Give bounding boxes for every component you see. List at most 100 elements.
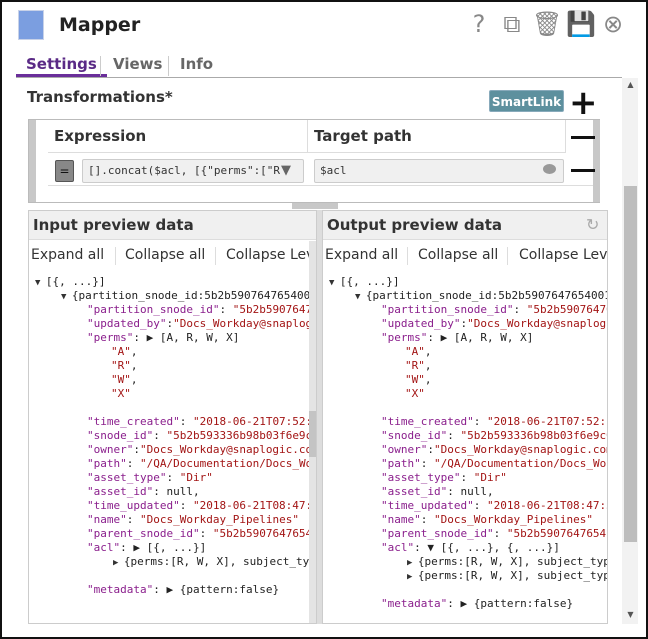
collapse-all-link[interactable]: Collapse all: [418, 247, 499, 263]
expand-arrow-icon[interactable]: ▶: [113, 558, 124, 568]
export-icon[interactable]: ⧉: [503, 10, 521, 38]
json-key: "acl": [87, 541, 121, 554]
json-string: "Docs_Workday@snaplogic.com": [139, 443, 317, 456]
collapse-arrow-icon[interactable]: ▼: [35, 278, 46, 288]
json-key: "time_created": [87, 415, 180, 428]
table-scroll-gutter: [29, 120, 36, 202]
json-text: :: [166, 317, 174, 330]
json-text: :: [126, 457, 140, 470]
json-string: "Docs_Workday@snaplogic: [467, 317, 608, 330]
expression-header: Expression: [48, 120, 308, 153]
json-text: : ▶ [A, R, W, X]: [133, 331, 240, 344]
json-string: "W": [111, 373, 131, 386]
tree-line: ▼ [{, ...}]: [329, 275, 399, 289]
tree-line: "asset_id": null,: [381, 485, 494, 499]
json-key: "time_updated": [87, 499, 180, 512]
help-icon[interactable]: ?: [472, 10, 486, 38]
divider: [215, 247, 216, 265]
json-key: "updated_by": [87, 317, 167, 330]
json-key: "asset_type": [381, 471, 461, 484]
tree-line: ▼ [{, ...}]: [35, 275, 105, 289]
comment-icon[interactable]: [543, 164, 556, 174]
json-text: :: [420, 457, 434, 470]
save-icon[interactable]: 💾: [566, 10, 596, 38]
collapse-level-link[interactable]: Collapse Lev: [226, 247, 315, 263]
json-string: "Docs_Workday_Pipelines": [140, 513, 299, 526]
dropdown-arrow-icon[interactable]: ▼: [281, 163, 291, 178]
tab-settings[interactable]: Settings: [16, 55, 107, 77]
panel-splitter[interactable]: [317, 210, 322, 624]
json-text: :: [133, 443, 140, 456]
tree-line: "asset_id": null,: [87, 485, 200, 499]
json-string: "Docs_Workday@snaplogic: [173, 317, 317, 330]
json-text: :: [219, 303, 233, 316]
tree-line: "perms": ▶ [A, R, W, X]: [381, 331, 533, 345]
trash-icon[interactable]: 🗑: [532, 10, 563, 38]
json-string: "A": [405, 345, 425, 358]
scroll-down-icon[interactable]: ▼: [627, 610, 634, 619]
json-text: [{, ...}]: [339, 275, 400, 288]
tree-line: "X": [405, 387, 425, 401]
add-row-icon[interactable]: +: [569, 83, 598, 123]
tree-line: ▶ {perms:[R, W, X], subject_type: [407, 555, 608, 569]
json-string: "Docs_Workday_Pipelines": [434, 513, 593, 526]
tab-views[interactable]: Views: [113, 55, 163, 73]
json-string: "Docs_Workday@snaplogic.com": [433, 443, 608, 456]
json-key: "path": [381, 457, 421, 470]
expand-all-link[interactable]: Expand all: [31, 247, 105, 263]
main-scrollbar-thumb[interactable]: [624, 186, 637, 542]
json-key: "metadata": [381, 597, 448, 610]
collapse-level-link[interactable]: Collapse Lev: [519, 247, 608, 263]
expand-arrow-icon[interactable]: ▶: [407, 572, 418, 582]
json-text: :: [473, 499, 487, 512]
json-text: [{, ...}]: [45, 275, 106, 288]
collapse-arrow-icon[interactable]: ▼: [61, 292, 72, 302]
json-string: "5b2b5907647654: [526, 303, 607, 316]
snap-icon: [18, 10, 44, 40]
json-text: {perms:[R, W, X], subject_type: [417, 555, 608, 568]
tree-line: "metadata": ▶ {pattern:false}: [381, 597, 573, 611]
json-text: :: [126, 513, 140, 526]
tree-line: "snode_id": "5b2b593336b98b03f6e9c0: [381, 429, 607, 443]
splitter-handle[interactable]: [292, 203, 338, 209]
json-key: "owner": [381, 443, 428, 456]
json-text: : null,: [153, 485, 200, 498]
tree-line: "path": "/QA/Documentation/Docs_Workday: [87, 457, 317, 471]
collapse-arrow-icon[interactable]: ▼: [329, 278, 340, 288]
tree-line: "R",: [111, 359, 138, 373]
remove-all-icon[interactable]: [571, 136, 595, 139]
json-text: :: [513, 303, 527, 316]
json-key: "asset_id": [381, 485, 448, 498]
expression-input[interactable]: [].concat($acl, [{"perms":["R: [82, 159, 304, 183]
smartlink-button[interactable]: SmartLink: [489, 90, 564, 112]
remove-row-icon[interactable]: [571, 169, 595, 172]
json-text: :: [420, 513, 434, 526]
expand-arrow-icon[interactable]: ▶: [407, 558, 418, 568]
json-text: :: [493, 527, 507, 540]
input-preview-title: Input preview data: [29, 211, 316, 240]
json-text: {perms:[R, W, X], subject_type: [123, 555, 317, 568]
json-key: "snode_id": [87, 429, 154, 442]
collapse-arrow-icon[interactable]: ▼: [355, 292, 366, 302]
expand-all-link[interactable]: Expand all: [325, 247, 399, 263]
tree-line: "time_created": "2018-06-21T07:52:1: [381, 415, 607, 429]
json-text: {partition_snode_id:5b2b5907647654001: [71, 289, 317, 302]
json-text: : ▶ {pattern:false}: [153, 583, 280, 596]
tab-info[interactable]: Info: [180, 55, 214, 73]
tree-line: "acl": ▼ [{, ...}, {, ...}]: [381, 541, 560, 555]
transformations-label: Transformations*: [27, 88, 173, 106]
tab-bar: Settings Views Info: [16, 54, 622, 78]
tree-line: "W",: [111, 373, 138, 387]
target-path-input[interactable]: $acl: [314, 159, 564, 183]
input-scrollbar-thumb[interactable]: [309, 411, 316, 457]
json-string: "/QA/Documentation/Docs_Workday: [140, 457, 317, 470]
collapse-all-link[interactable]: Collapse all: [125, 247, 206, 263]
refresh-icon[interactable]: ↻: [586, 215, 600, 234]
close-icon[interactable]: ⊗: [602, 10, 624, 38]
json-string: "R": [405, 359, 425, 372]
expression-toggle-button[interactable]: =: [55, 160, 74, 182]
json-key: "time_updated": [381, 499, 474, 512]
json-string: "W": [405, 373, 425, 386]
scroll-up-icon[interactable]: ▲: [627, 80, 634, 89]
json-key: "partition_snode_id": [87, 303, 220, 316]
